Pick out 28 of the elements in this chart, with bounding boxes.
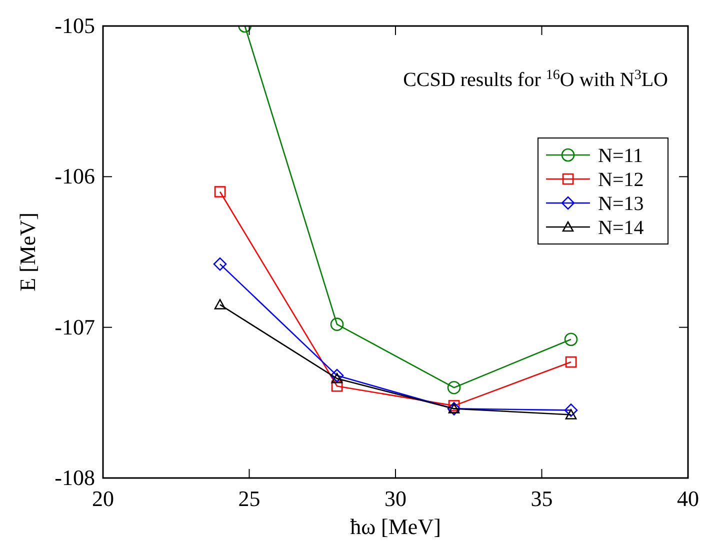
x-axis-title: ħω [MeV] bbox=[350, 514, 441, 539]
point bbox=[564, 404, 578, 417]
point bbox=[564, 332, 578, 346]
point bbox=[447, 380, 461, 394]
point bbox=[331, 372, 343, 384]
x-tick-label: 25 bbox=[238, 486, 260, 511]
y-tick-label: -107 bbox=[54, 314, 95, 340]
point bbox=[214, 299, 226, 310]
point bbox=[330, 368, 344, 382]
y-axis-title: E [MeV] bbox=[15, 212, 40, 292]
x-tick-label: 30 bbox=[384, 486, 406, 511]
legend-label: N=11 bbox=[598, 145, 643, 167]
point bbox=[565, 409, 577, 420]
point bbox=[213, 257, 227, 271]
point bbox=[214, 186, 226, 198]
point bbox=[330, 318, 344, 331]
legend-label: N=13 bbox=[598, 193, 644, 215]
y-tick-label: -106 bbox=[54, 164, 95, 189]
x-tick-label: 20 bbox=[92, 486, 114, 511]
annotation: CCSD results for $^{16}$O with N$^{3}$LO bbox=[403, 68, 668, 91]
y-tick-label: -105 bbox=[54, 13, 95, 38]
point bbox=[565, 356, 577, 368]
x-tick-label: 40 bbox=[677, 486, 699, 511]
x-tick-label: 35 bbox=[530, 486, 553, 511]
legend-label: N=12 bbox=[598, 169, 644, 191]
legend-label: N=14 bbox=[598, 217, 644, 239]
y-tick-label: -108 bbox=[54, 465, 95, 490]
point bbox=[331, 380, 343, 392]
